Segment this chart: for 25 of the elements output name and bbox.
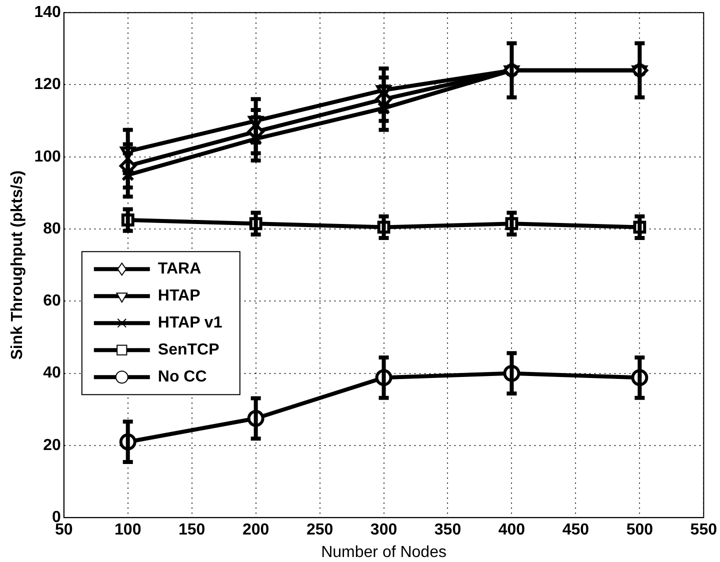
x-tick-label: 50 [54,522,73,539]
x-tick-label: 300 [370,522,398,539]
y-tick-label: 80 [43,220,61,238]
y-tick-label: 20 [43,436,61,454]
legend-label: HTAP v1 [158,314,222,332]
x-tick-label: 100 [114,522,142,539]
legend-label: No CC [158,368,208,386]
x-tick-label: 450 [562,522,590,539]
legend-label: TARA [158,260,202,278]
x-tick-label: 350 [434,522,462,539]
x-tick-label: 200 [242,522,270,539]
x-tick-label: 150 [178,522,206,539]
x-tick-label: 250 [306,522,334,539]
x-tick-label: 550 [690,522,718,539]
y-tick-label: 40 [43,364,61,382]
legend-label: HTAP [158,288,201,305]
x-tick-label: 400 [498,522,526,539]
y-tick-label: 120 [34,76,61,94]
x-axis-title: Number of Nodes [321,544,446,561]
legend-label: SenTCP [158,342,220,359]
y-axis-title: Sink Throughput (pkts/s) [9,170,26,360]
y-tick-label: 140 [34,4,61,22]
x-tick-label: 500 [626,522,654,539]
y-tick-label: 100 [34,148,61,166]
y-tick-label: 60 [43,292,61,310]
